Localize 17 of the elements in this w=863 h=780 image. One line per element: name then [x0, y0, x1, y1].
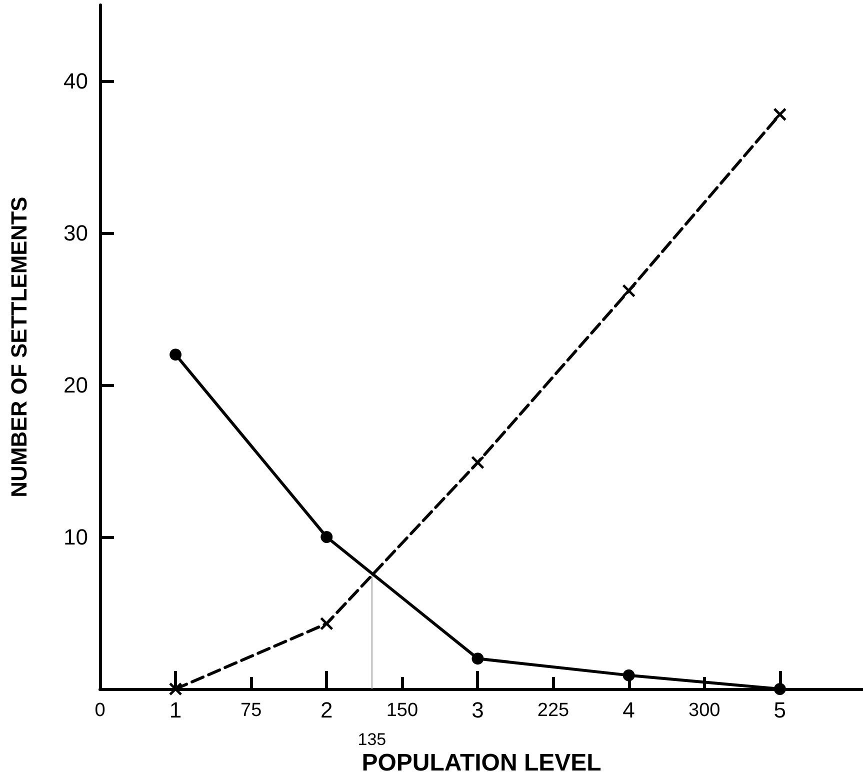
x2-tick-label: 225: [537, 700, 570, 721]
x-tick-label: 5: [774, 698, 786, 722]
x2-tick-label: 300: [688, 700, 720, 721]
x-axis-title: POPULATION LEVEL: [362, 750, 602, 776]
x2-tick-label: 75: [240, 700, 262, 721]
y-tick-label: 10: [64, 524, 88, 550]
x-tick-label: 2: [320, 698, 333, 722]
y-tick-label: 30: [64, 220, 88, 246]
ref-line-label: 135: [358, 730, 386, 749]
y-axis-title: NUMBER OF SETTLEMENTS: [6, 196, 32, 498]
y-tick-label: 40: [64, 68, 88, 94]
x2-tick-label: 0: [94, 700, 106, 721]
x2-tick-label: 150: [386, 700, 418, 721]
x-tick-label: 1: [169, 698, 182, 722]
x-tick-label: 4: [622, 698, 635, 722]
y-tick-label: 20: [64, 372, 88, 398]
x-tick-label: 3: [472, 698, 484, 722]
